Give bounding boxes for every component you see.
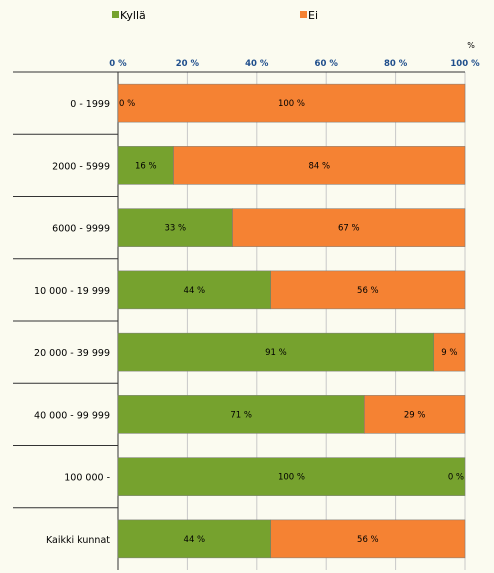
category-label-20-000-39-999: 20 000 - 39 999 — [34, 348, 110, 359]
bar-label-ei-20-000-39-999: 9 % — [441, 348, 457, 358]
bar-ei-kaikki-kunnat — [270, 519, 466, 559]
bar-ei-20-000-39-999 — [433, 332, 466, 372]
bar-kyll-6000-9999 — [117, 208, 233, 247]
category-label-0-1999: 0 - 1999 — [70, 99, 110, 110]
bar-kyll-40-000-99-999 — [117, 395, 365, 434]
legend-swatch-ei — [300, 11, 307, 18]
bar-ei-0-1999 — [117, 83, 466, 123]
x-tick-label-40: 40 % — [245, 59, 269, 69]
bar-label-kyll-20-000-39-999: 91 % — [265, 348, 287, 358]
category-label-10-000-19-999: 10 000 - 19 999 — [34, 286, 110, 297]
bar-label-kyll-10-000-19-999: 44 % — [184, 286, 206, 296]
bar-labels: 0 % 100 % 16 % 84 % 33 % 67 % 44 % 56 % 91 % 9 % 7… — [119, 99, 464, 545]
x-tick-label-60: 60 % — [315, 59, 339, 69]
legend-label-kyll: Kyllä — [120, 9, 146, 22]
category-label-6000-9999: 6000 - 9999 — [52, 224, 110, 235]
bar-label-ei-10-000-19-999: 56 % — [357, 286, 379, 296]
bar-kyll-20-000-39-999 — [117, 332, 435, 372]
legend: Kyllä Ei — [112, 9, 318, 22]
bar-kyll-100-000 — [117, 457, 466, 496]
bar-label-ei-40-000-99-999: 29 % — [404, 410, 426, 420]
bar-label-ei-100-000: 0 % — [448, 473, 464, 483]
x-tick-label-20: 20 % — [176, 59, 200, 69]
bar-label-kyll-40-000-99-999: 71 % — [230, 410, 252, 420]
x-tick-label-80: 80 % — [384, 59, 408, 69]
category-label-100-000: 100 000 - — [64, 473, 110, 484]
bar-ei-6000-9999 — [232, 208, 466, 247]
bar-label-kyll-6000-9999: 33 % — [164, 224, 186, 234]
legend-swatch-kyll — [112, 11, 119, 18]
bar-ei-2000-5999 — [173, 146, 466, 185]
category-label-kaikki-kunnat: Kaikki kunnat — [46, 535, 110, 546]
x-tick-label-0: 0 % — [109, 59, 127, 69]
unit-label: % — [467, 41, 475, 50]
bar-label-ei-6000-9999: 67 % — [338, 224, 360, 234]
bar-label-kyll-2000-5999: 16 % — [135, 161, 157, 171]
x-axis-ticks: 0 % 20 % 40 % 60 % 80 % 100 % — [109, 59, 480, 69]
bar-kyll-kaikki-kunnat — [117, 519, 271, 559]
category-label-2000-5999: 2000 - 5999 — [52, 161, 110, 172]
legend-label-ei: Ei — [308, 9, 318, 22]
bar-ei-10-000-19-999 — [270, 270, 466, 310]
bar-label-kyll-100-000: 100 % — [278, 473, 305, 483]
bar-kyll-10-000-19-999 — [117, 270, 271, 310]
bar-label-kyll-kaikki-kunnat: 44 % — [184, 535, 206, 545]
bar-label-kyll-0-1999: 0 % — [119, 99, 135, 109]
bar-label-ei-0-1999: 100 % — [278, 99, 305, 109]
bars — [117, 83, 466, 559]
bar-label-ei-kaikki-kunnat: 56 % — [357, 535, 379, 545]
bar-label-ei-2000-5999: 84 % — [308, 161, 330, 171]
category-label-40-000-99-999: 40 000 - 99 999 — [34, 410, 110, 421]
bar-ei-40-000-99-999 — [364, 395, 466, 434]
x-tick-label-100: 100 % — [450, 59, 480, 69]
category-labels: 0 - 1999 2000 - 5999 6000 - 9999 10 000 - 1… — [34, 99, 110, 546]
